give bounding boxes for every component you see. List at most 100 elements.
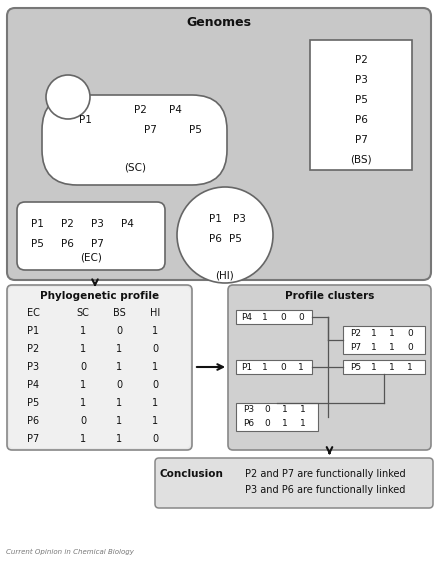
Text: P7: P7: [91, 239, 103, 249]
Text: Phylogenetic profile: Phylogenetic profile: [40, 291, 159, 301]
Bar: [50, 90, 86, 105]
Text: 1: 1: [80, 326, 86, 336]
Text: 1: 1: [371, 342, 377, 351]
Text: P3 and P6 are functionally linked: P3 and P6 are functionally linked: [245, 485, 405, 495]
Text: P4: P4: [27, 380, 39, 390]
Text: 0: 0: [116, 380, 122, 390]
Text: 0: 0: [80, 362, 86, 372]
Text: P1: P1: [31, 219, 43, 229]
Text: P1: P1: [27, 326, 39, 336]
Text: 1: 1: [152, 398, 158, 408]
Text: P6: P6: [244, 419, 254, 428]
Text: P4: P4: [241, 312, 252, 321]
FancyBboxPatch shape: [155, 458, 433, 508]
Text: 1: 1: [371, 363, 377, 372]
Text: 1: 1: [80, 434, 86, 444]
Text: P4: P4: [169, 105, 181, 115]
Text: Genomes: Genomes: [187, 15, 251, 28]
Text: 1: 1: [371, 328, 377, 337]
Text: P5: P5: [189, 125, 201, 135]
FancyBboxPatch shape: [228, 285, 431, 450]
Text: P5: P5: [229, 234, 241, 244]
Text: 0: 0: [80, 416, 86, 426]
Text: P7: P7: [355, 135, 367, 145]
Text: 0: 0: [407, 328, 413, 337]
FancyBboxPatch shape: [9, 287, 190, 448]
Text: P3: P3: [27, 362, 39, 372]
Text: P2: P2: [27, 344, 39, 354]
FancyBboxPatch shape: [17, 202, 165, 270]
Text: 0: 0: [264, 419, 270, 428]
Text: (BS): (BS): [350, 155, 372, 165]
Text: P3: P3: [91, 219, 103, 229]
Text: (HI): (HI): [215, 270, 234, 280]
FancyBboxPatch shape: [7, 8, 431, 280]
Text: (EC): (EC): [80, 253, 102, 263]
Circle shape: [46, 75, 90, 119]
Text: 1: 1: [389, 328, 395, 337]
Text: P3: P3: [233, 214, 245, 224]
Text: 1: 1: [116, 362, 122, 372]
Text: P7: P7: [27, 434, 39, 444]
Text: 0: 0: [280, 312, 286, 321]
Text: 1: 1: [116, 344, 122, 354]
Text: 1: 1: [389, 363, 395, 372]
Text: EC: EC: [27, 308, 39, 318]
Bar: [236, 403, 318, 431]
Text: 1: 1: [80, 344, 86, 354]
Text: P4: P4: [120, 219, 134, 229]
Text: P5: P5: [350, 363, 361, 372]
Text: P5: P5: [27, 398, 39, 408]
Text: 1: 1: [152, 362, 158, 372]
Text: 1: 1: [116, 416, 122, 426]
Bar: [236, 310, 312, 324]
Text: HI: HI: [150, 308, 160, 318]
Text: P1: P1: [78, 115, 92, 125]
Circle shape: [177, 187, 273, 283]
Text: P2: P2: [60, 219, 74, 229]
Text: 1: 1: [282, 419, 288, 428]
Text: P2: P2: [355, 55, 367, 65]
Text: P6: P6: [60, 239, 74, 249]
Text: 0: 0: [298, 312, 304, 321]
Text: 0: 0: [280, 363, 286, 372]
Text: 0: 0: [152, 434, 158, 444]
Text: 0: 0: [116, 326, 122, 336]
Text: P7: P7: [144, 125, 156, 135]
Text: P1: P1: [208, 214, 222, 224]
Text: (SC): (SC): [124, 163, 146, 173]
Text: 0: 0: [152, 380, 158, 390]
Text: 1: 1: [116, 398, 122, 408]
Text: P5: P5: [355, 95, 367, 105]
Text: 0: 0: [407, 342, 413, 351]
FancyBboxPatch shape: [42, 95, 227, 185]
Text: 0: 0: [152, 344, 158, 354]
Text: P1: P1: [241, 363, 253, 372]
Text: P6: P6: [208, 234, 222, 244]
Text: 1: 1: [389, 342, 395, 351]
Text: P5: P5: [31, 239, 43, 249]
Text: 1: 1: [300, 419, 306, 428]
Bar: [236, 360, 312, 374]
Text: P6: P6: [27, 416, 39, 426]
Text: 1: 1: [152, 326, 158, 336]
Text: Current Opinion in Chemical Biology: Current Opinion in Chemical Biology: [6, 549, 134, 555]
Text: 1: 1: [116, 434, 122, 444]
Text: P6: P6: [355, 115, 367, 125]
Text: BS: BS: [113, 308, 125, 318]
Text: P7: P7: [350, 342, 361, 351]
Text: P3: P3: [355, 75, 367, 85]
Text: 1: 1: [262, 363, 268, 372]
Text: 0: 0: [264, 406, 270, 415]
Text: 1: 1: [80, 398, 86, 408]
Text: 1: 1: [282, 406, 288, 415]
Text: 1: 1: [407, 363, 413, 372]
Text: 1: 1: [152, 416, 158, 426]
Text: 1: 1: [262, 312, 268, 321]
Text: P2 and P7 are functionally linked: P2 and P7 are functionally linked: [245, 469, 405, 479]
Bar: [343, 360, 425, 374]
FancyBboxPatch shape: [7, 285, 192, 450]
Text: 1: 1: [80, 380, 86, 390]
Bar: [310, 40, 412, 170]
Text: Conclusion: Conclusion: [159, 469, 223, 479]
